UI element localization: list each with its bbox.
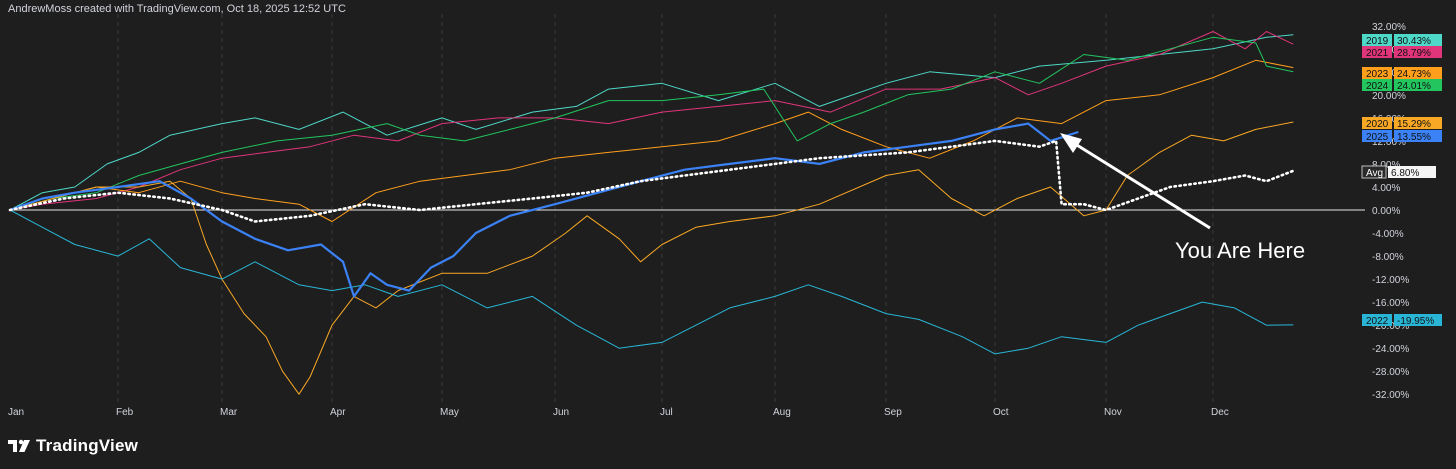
value-label-name-bg bbox=[1361, 165, 1387, 179]
y-tick-label: 12.00% bbox=[1372, 137, 1406, 148]
series-line-avg bbox=[8, 139, 1295, 223]
value-label-name-bg bbox=[1362, 314, 1392, 326]
series-line-2023 bbox=[9, 59, 1294, 222]
series-group bbox=[8, 31, 1295, 395]
x-tick-label: Mar bbox=[220, 407, 238, 418]
series-line-2022 bbox=[9, 209, 1294, 355]
y-tick-label: 8.00% bbox=[1372, 160, 1400, 171]
value-label-value: 6.80% bbox=[1391, 168, 1419, 179]
value-label-name-bg bbox=[1362, 130, 1392, 142]
value-label-avg: Avg 6.80% bbox=[1361, 165, 1436, 179]
y-tick-label: -12.00% bbox=[1372, 275, 1409, 286]
value-label-name: 2025 bbox=[1366, 132, 1389, 143]
value-label-2019: 2019 30.43% bbox=[1362, 34, 1442, 47]
value-label-value: 28.79% bbox=[1397, 48, 1431, 59]
value-label-name: 2022 bbox=[1366, 316, 1389, 327]
value-label-value-bg bbox=[1394, 130, 1442, 142]
y-tick-label: -28.00% bbox=[1372, 367, 1409, 378]
value-label-2024: 2024 24.01% bbox=[1362, 79, 1442, 92]
y-tick-label: 0.00% bbox=[1372, 206, 1400, 217]
x-tick-label: Apr bbox=[330, 407, 346, 418]
value-label-name-bg bbox=[1362, 34, 1392, 46]
series-line-2020 bbox=[9, 121, 1294, 395]
x-tick-label: Feb bbox=[116, 407, 134, 418]
series-value-labels: 2019 30.43% 2021 28.79% 2023 24.73% 2024 24.01%… bbox=[1361, 34, 1442, 327]
y-tick-label: 4.00% bbox=[1372, 183, 1400, 194]
value-label-value: 24.73% bbox=[1397, 69, 1431, 80]
y-tick-label: 20.00% bbox=[1372, 91, 1406, 102]
value-label-value-bg bbox=[1394, 67, 1442, 79]
x-tick-label: Aug bbox=[773, 407, 791, 418]
series-line-2021 bbox=[9, 31, 1294, 211]
value-label-value-bg bbox=[1394, 117, 1442, 129]
value-label-2020: 2020 15.29% bbox=[1362, 117, 1442, 130]
value-label-name: Avg bbox=[1366, 168, 1383, 179]
x-tick-label: Dec bbox=[1211, 407, 1229, 418]
series-line-2019 bbox=[9, 34, 1294, 211]
value-label-2022: 2022 -19.95% bbox=[1362, 314, 1442, 327]
value-label-name-bg bbox=[1362, 67, 1392, 79]
value-label-name: 2019 bbox=[1366, 36, 1389, 47]
x-axis: Jan Feb Mar Apr May Jun Jul Aug Sep Oct Nov Dec bbox=[8, 407, 1229, 418]
value-label-value-bg bbox=[1394, 79, 1442, 91]
brand-wordmark: TradingView bbox=[36, 436, 139, 455]
value-label-name-bg bbox=[1362, 117, 1392, 129]
value-label-value: 30.43% bbox=[1397, 36, 1431, 47]
value-label-value-bg bbox=[1388, 166, 1436, 178]
value-label-value-bg bbox=[1394, 34, 1442, 46]
annotation-group: You Are Here bbox=[1060, 133, 1305, 263]
value-label-2023: 2023 24.73% bbox=[1362, 67, 1442, 80]
y-tick-label: 32.00% bbox=[1372, 22, 1406, 33]
value-label-name: 2021 bbox=[1366, 48, 1389, 59]
x-tick-label: Jan bbox=[8, 407, 24, 418]
value-label-name: 2020 bbox=[1366, 119, 1389, 130]
value-label-value-bg bbox=[1394, 46, 1442, 58]
value-label-name: 2024 bbox=[1366, 81, 1389, 92]
value-label-name: 2023 bbox=[1366, 69, 1389, 80]
value-label-value: 15.29% bbox=[1397, 119, 1431, 130]
value-label-value-bg bbox=[1394, 314, 1442, 326]
value-label-name-bg bbox=[1362, 79, 1392, 91]
grid-lines bbox=[117, 14, 1214, 402]
x-tick-label: Sep bbox=[884, 407, 902, 418]
y-tick-label: -32.00% bbox=[1372, 390, 1409, 401]
y-tick-label: -24.00% bbox=[1372, 344, 1409, 355]
value-label-2025: 2025 13.55% bbox=[1362, 130, 1442, 143]
annotation-text: You Are Here bbox=[1175, 238, 1305, 263]
x-tick-label: Nov bbox=[1104, 407, 1122, 418]
y-tick-label: -8.00% bbox=[1372, 252, 1404, 263]
x-tick-label: Jun bbox=[553, 407, 569, 418]
tradingview-logo[interactable]: TradingView bbox=[8, 436, 138, 456]
series-line-2024 bbox=[9, 36, 1294, 211]
x-tick-label: Jul bbox=[660, 407, 673, 418]
value-label-2021: 2021 28.79% bbox=[1362, 46, 1442, 59]
value-label-value: 13.55% bbox=[1397, 132, 1431, 143]
x-tick-label: May bbox=[440, 407, 459, 418]
annotation-arrow bbox=[1063, 135, 1211, 230]
value-label-name-bg bbox=[1362, 46, 1392, 58]
y-tick-label: -20.00% bbox=[1372, 321, 1409, 332]
y-tick-label: -4.00% bbox=[1372, 229, 1404, 240]
value-label-value: 24.01% bbox=[1397, 81, 1431, 92]
annotation-arrowhead bbox=[1060, 133, 1082, 153]
chart-caption: AndrewMoss created with TradingView.com,… bbox=[8, 3, 346, 15]
y-tick-label: -16.00% bbox=[1372, 298, 1409, 309]
x-tick-label: Oct bbox=[993, 407, 1009, 418]
chart-area[interactable]: 32.00%28.00%24.00%20.00%16.00%12.00%8.00… bbox=[0, 0, 1456, 430]
tradingview-icon bbox=[8, 439, 30, 452]
value-label-value: -19.95% bbox=[1397, 316, 1434, 327]
